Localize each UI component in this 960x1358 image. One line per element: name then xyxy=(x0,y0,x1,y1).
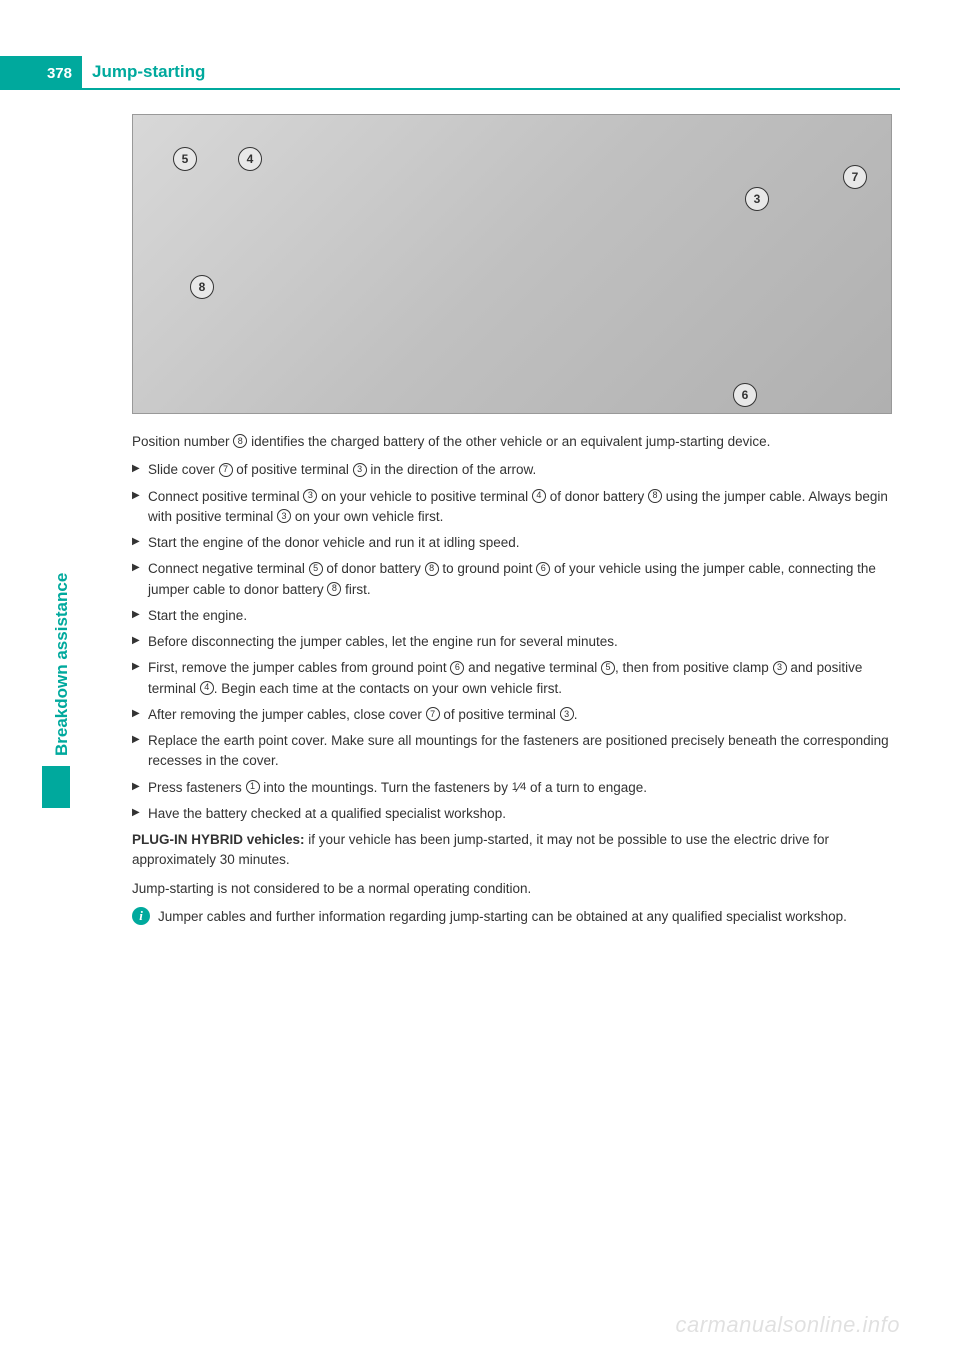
sidebar-tab-marker xyxy=(42,766,70,808)
watermark: carmanualsonline.info xyxy=(675,1312,900,1338)
step-item: Have the battery checked at a qualified … xyxy=(132,804,900,824)
step-item: Before disconnecting the jumper cables, … xyxy=(132,632,900,652)
callout-7: 7 xyxy=(843,165,867,189)
page-header: 378 Jump-starting xyxy=(0,56,960,90)
callout-6: 6 xyxy=(733,383,757,407)
callout-8: 8 xyxy=(190,275,214,299)
callout-4: 4 xyxy=(238,147,262,171)
page-title: Jump-starting xyxy=(82,56,900,90)
jump-start-diagram: 5 4 8 7 3 6 xyxy=(132,114,892,414)
step-item: First, remove the jumper cables from gro… xyxy=(132,658,900,699)
main-content: 5 4 8 7 3 6 Position number 8 identifies the … xyxy=(132,114,900,927)
step-item: Start the engine. xyxy=(132,606,900,626)
step-item: Start the engine of the donor vehicle an… xyxy=(132,533,900,553)
info-text: Jumper cables and further information re… xyxy=(158,909,847,924)
step-item: Press fasteners 1 into the mountings. Tu… xyxy=(132,778,900,798)
intro-paragraph: Position number 8 identifies the charged… xyxy=(132,432,900,452)
page-number: 378 xyxy=(0,56,82,90)
callout-3: 3 xyxy=(745,187,769,211)
step-item: Connect positive terminal 3 on your vehi… xyxy=(132,487,900,528)
procedure-steps: Slide cover 7 of positive terminal 3 in … xyxy=(132,460,900,824)
sidebar-section-label: Breakdown assistance xyxy=(52,573,72,756)
step-item: After removing the jumper cables, close … xyxy=(132,705,900,725)
ref-8-icon: 8 xyxy=(233,434,247,448)
callout-5: 5 xyxy=(173,147,197,171)
step-item: Connect negative terminal 5 of donor bat… xyxy=(132,559,900,600)
hybrid-note-label: PLUG-IN HYBRID vehicles: xyxy=(132,832,305,847)
info-icon: i xyxy=(132,907,150,925)
hybrid-note: PLUG-IN HYBRID vehicles: if your vehicle… xyxy=(132,830,900,871)
step-item: Slide cover 7 of positive terminal 3 in … xyxy=(132,460,900,480)
info-note: i Jumper cables and further information … xyxy=(132,907,900,927)
step-item: Replace the earth point cover. Make sure… xyxy=(132,731,900,772)
normal-condition-note: Jump-starting is not considered to be a … xyxy=(132,879,900,899)
